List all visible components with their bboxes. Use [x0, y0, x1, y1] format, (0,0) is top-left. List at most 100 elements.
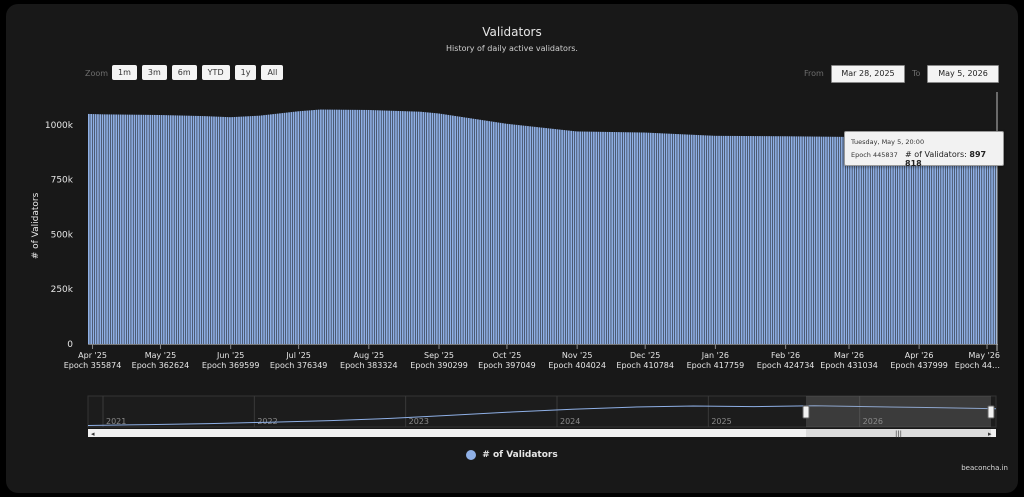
navigator-handle[interactable] [802, 405, 810, 419]
validator-bar [624, 132, 627, 344]
validator-bar [251, 116, 254, 344]
validator-bar [932, 141, 934, 344]
from-date-input[interactable]: Mar 28, 2025 [831, 65, 905, 83]
validator-bar [422, 111, 425, 344]
validator-bar [672, 133, 675, 344]
validator-bar [472, 118, 475, 344]
validator-bar [570, 130, 573, 344]
zoom-1m-button[interactable]: 1m [112, 65, 137, 80]
x-tick-epoch: Epoch 417759 [687, 361, 745, 370]
validator-bar [656, 133, 659, 344]
validator-bar [872, 138, 875, 344]
validator-bar [543, 127, 545, 344]
validator-bar [611, 132, 613, 344]
validator-bar [654, 133, 657, 344]
validator-bar [681, 134, 684, 344]
navigator-selection[interactable] [806, 396, 991, 427]
validator-bar [941, 142, 943, 344]
navigator-handle[interactable] [987, 405, 995, 419]
validator-bar [568, 130, 570, 344]
validator-bar [442, 114, 445, 345]
validator-bar [629, 132, 632, 344]
legend-label[interactable]: # of Validators [482, 450, 558, 460]
validator-bar [474, 119, 477, 344]
legend[interactable]: # of Validators [6, 450, 1018, 460]
validator-bar [904, 139, 907, 344]
validator-bar [938, 141, 941, 344]
validator-bar [176, 115, 179, 344]
validator-bar [361, 109, 363, 344]
validator-bar [852, 137, 855, 344]
validator-bar [529, 126, 532, 344]
validator-bar [754, 136, 757, 344]
validator-bar [829, 136, 832, 344]
validator-bar [622, 132, 625, 344]
validator-bar [811, 136, 814, 344]
validator-bar [90, 114, 92, 344]
validator-bar [574, 131, 577, 344]
validator-bar [324, 109, 327, 344]
validator-bar [936, 141, 939, 344]
navigator-scrollbar-thumb[interactable] [806, 429, 991, 437]
validator-bar [490, 121, 493, 344]
zoom-1y-button[interactable]: 1y [234, 65, 257, 80]
tooltip-series: # of Validators: 897 818 [905, 150, 1003, 168]
validator-bar [206, 116, 209, 344]
navigator-year-label: 2025 [711, 417, 731, 426]
validator-bar [331, 109, 334, 344]
validator-bar [408, 111, 411, 344]
validator-bar [199, 116, 202, 344]
validator-bar [144, 114, 147, 344]
validator-bar [918, 140, 921, 344]
validator-bar [304, 110, 306, 345]
validator-bar [513, 124, 516, 344]
validator-bar [338, 109, 340, 344]
validator-bar [317, 109, 320, 344]
validator-bar [613, 132, 616, 344]
validator-bar [615, 132, 618, 344]
validator-bar [593, 131, 595, 344]
navigator[interactable]: 2021 2022 2023 2024 2025 2026 ||| ◂ ▸ [87, 395, 997, 438]
x-tick-epoch: Epoch 437999 [890, 361, 948, 370]
validator-bar [659, 133, 661, 344]
validator-bar [315, 109, 318, 344]
scroll-right-icon[interactable]: ▸ [988, 430, 992, 438]
validator-bar [358, 109, 361, 344]
x-tick-epoch: Epoch 404024 [548, 361, 606, 370]
zoom-3m-button[interactable]: 3m [141, 65, 167, 80]
validator-bar [94, 114, 97, 344]
credit-text[interactable]: beaconcha.in [961, 464, 1008, 472]
x-tick-epoch: Epoch 431034 [820, 361, 878, 370]
x-tick-epoch: Epoch 390299 [410, 361, 468, 370]
validator-bar [752, 136, 755, 344]
zoom-ytd-button[interactable]: YTD [201, 65, 230, 80]
zoom-all-button[interactable]: All [261, 65, 284, 80]
zoom-6m-button[interactable]: 6m [171, 65, 197, 80]
validator-bar [131, 114, 133, 345]
validator-bar [602, 131, 604, 344]
validator-bar [845, 136, 848, 344]
validator-bar [699, 135, 702, 344]
validator-bar [959, 143, 962, 344]
scroll-left-icon[interactable]: ◂ [91, 430, 95, 438]
validator-bar [729, 135, 732, 344]
validator-bar [577, 131, 579, 344]
validator-bar [320, 109, 322, 344]
scrollbar-grip-icon: ||| [895, 430, 902, 438]
validator-bar [991, 146, 993, 344]
validator-bar [517, 125, 520, 344]
to-date-input[interactable]: May 5, 2026 [927, 65, 999, 83]
validator-bar [265, 114, 268, 344]
validator-bar [888, 138, 891, 344]
navigator-scrollbar-track[interactable] [88, 429, 996, 437]
validator-bar [583, 131, 586, 344]
validator-bar [399, 111, 402, 344]
y-axis-ticks: 0 250k 500k 750k 1000k [45, 121, 74, 350]
validator-bar [426, 112, 429, 344]
y-tick-label: 750k [51, 176, 74, 186]
validator-bar [458, 116, 461, 345]
validator-bar [156, 114, 158, 344]
validator-bar [163, 115, 165, 344]
validator-bar [652, 132, 654, 344]
